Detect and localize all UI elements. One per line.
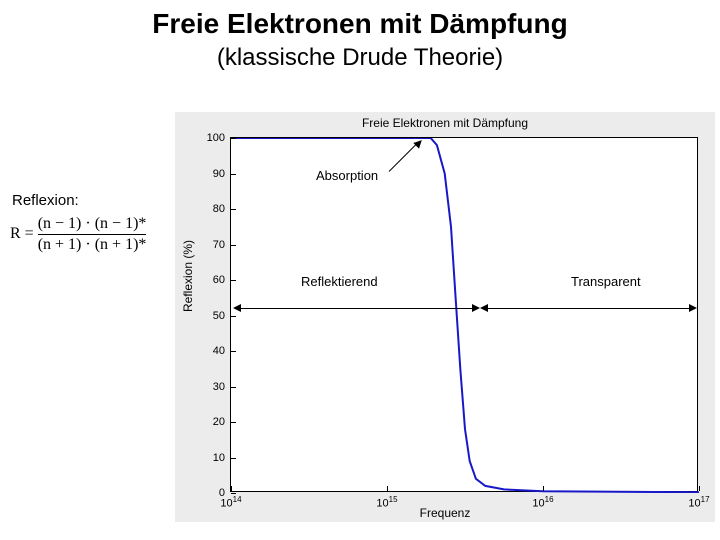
y-tick-label: 60: [213, 274, 225, 286]
plot-area: Absorption Reflektierend Transparent 010…: [230, 137, 698, 492]
formula-numerator: (n − 1) · (n − 1)*: [38, 215, 147, 233]
reflexion-formula: R = (n − 1) · (n − 1)* (n + 1) · (n + 1)…: [10, 215, 146, 254]
x-tick-label: 1015: [376, 495, 397, 510]
x-tick-mark: [387, 486, 388, 491]
y-tick-mark: [231, 138, 236, 139]
y-tick-mark: [231, 209, 236, 210]
y-tick-mark: [231, 280, 236, 281]
chart-panel: Freie Elektronen mit Dämpfung Reflexion …: [175, 112, 715, 522]
arrow-transparent-right-head: [689, 304, 697, 312]
y-tick-label: 20: [213, 416, 225, 428]
page-title: Freie Elektronen mit Dämpfung: [0, 8, 720, 40]
arrow-reflektierend-right-head: [472, 304, 480, 312]
y-tick-label: 10: [213, 452, 225, 464]
y-tick-label: 70: [213, 239, 225, 251]
x-tick-label: 1014: [220, 495, 241, 510]
x-tick-mark: [699, 486, 700, 491]
y-tick-mark: [231, 245, 236, 246]
annotation-absorption: Absorption: [316, 168, 378, 183]
reflexion-curve: [231, 138, 699, 493]
formula-denominator: (n + 1) · (n + 1)*: [38, 236, 147, 254]
y-tick-mark: [231, 316, 236, 317]
annotation-transparent: Transparent: [571, 274, 641, 289]
formula-fraction: (n − 1) · (n − 1)* (n + 1) · (n + 1)*: [38, 215, 147, 254]
x-tick-label: 1017: [688, 495, 709, 510]
formula-lhs: R =: [10, 225, 34, 242]
y-axis-label: Reflexion (%): [181, 240, 195, 312]
y-tick-mark: [231, 422, 236, 423]
x-tick-label: 1016: [532, 495, 553, 510]
x-axis-label: Frequenz: [175, 506, 715, 520]
fraction-bar: [38, 234, 147, 235]
y-tick-label: 40: [213, 345, 225, 357]
slide: Freie Elektronen mit Dämpfung (klassisch…: [0, 0, 720, 540]
arrow-transparent: [486, 308, 691, 309]
y-tick-label: 90: [213, 168, 225, 180]
arrow-reflektierend-left-head: [233, 304, 241, 312]
x-tick-mark: [543, 486, 544, 491]
arrow-transparent-left-head: [480, 304, 488, 312]
y-tick-mark: [231, 174, 236, 175]
y-tick-label: 30: [213, 381, 225, 393]
y-tick-mark: [231, 387, 236, 388]
reflexion-label: Reflexion:: [12, 192, 79, 209]
arrow-reflektierend: [239, 308, 474, 309]
y-tick-mark: [231, 351, 236, 352]
annotation-reflektierend: Reflektierend: [301, 274, 378, 289]
page-subtitle: (klassische Drude Theorie): [0, 44, 720, 72]
y-tick-label: 100: [207, 132, 225, 144]
y-tick-mark: [231, 493, 236, 494]
y-tick-mark: [231, 458, 236, 459]
y-tick-label: 50: [213, 310, 225, 322]
x-tick-mark: [231, 486, 232, 491]
chart-title: Freie Elektronen mit Dämpfung: [175, 116, 715, 130]
y-tick-label: 80: [213, 203, 225, 215]
